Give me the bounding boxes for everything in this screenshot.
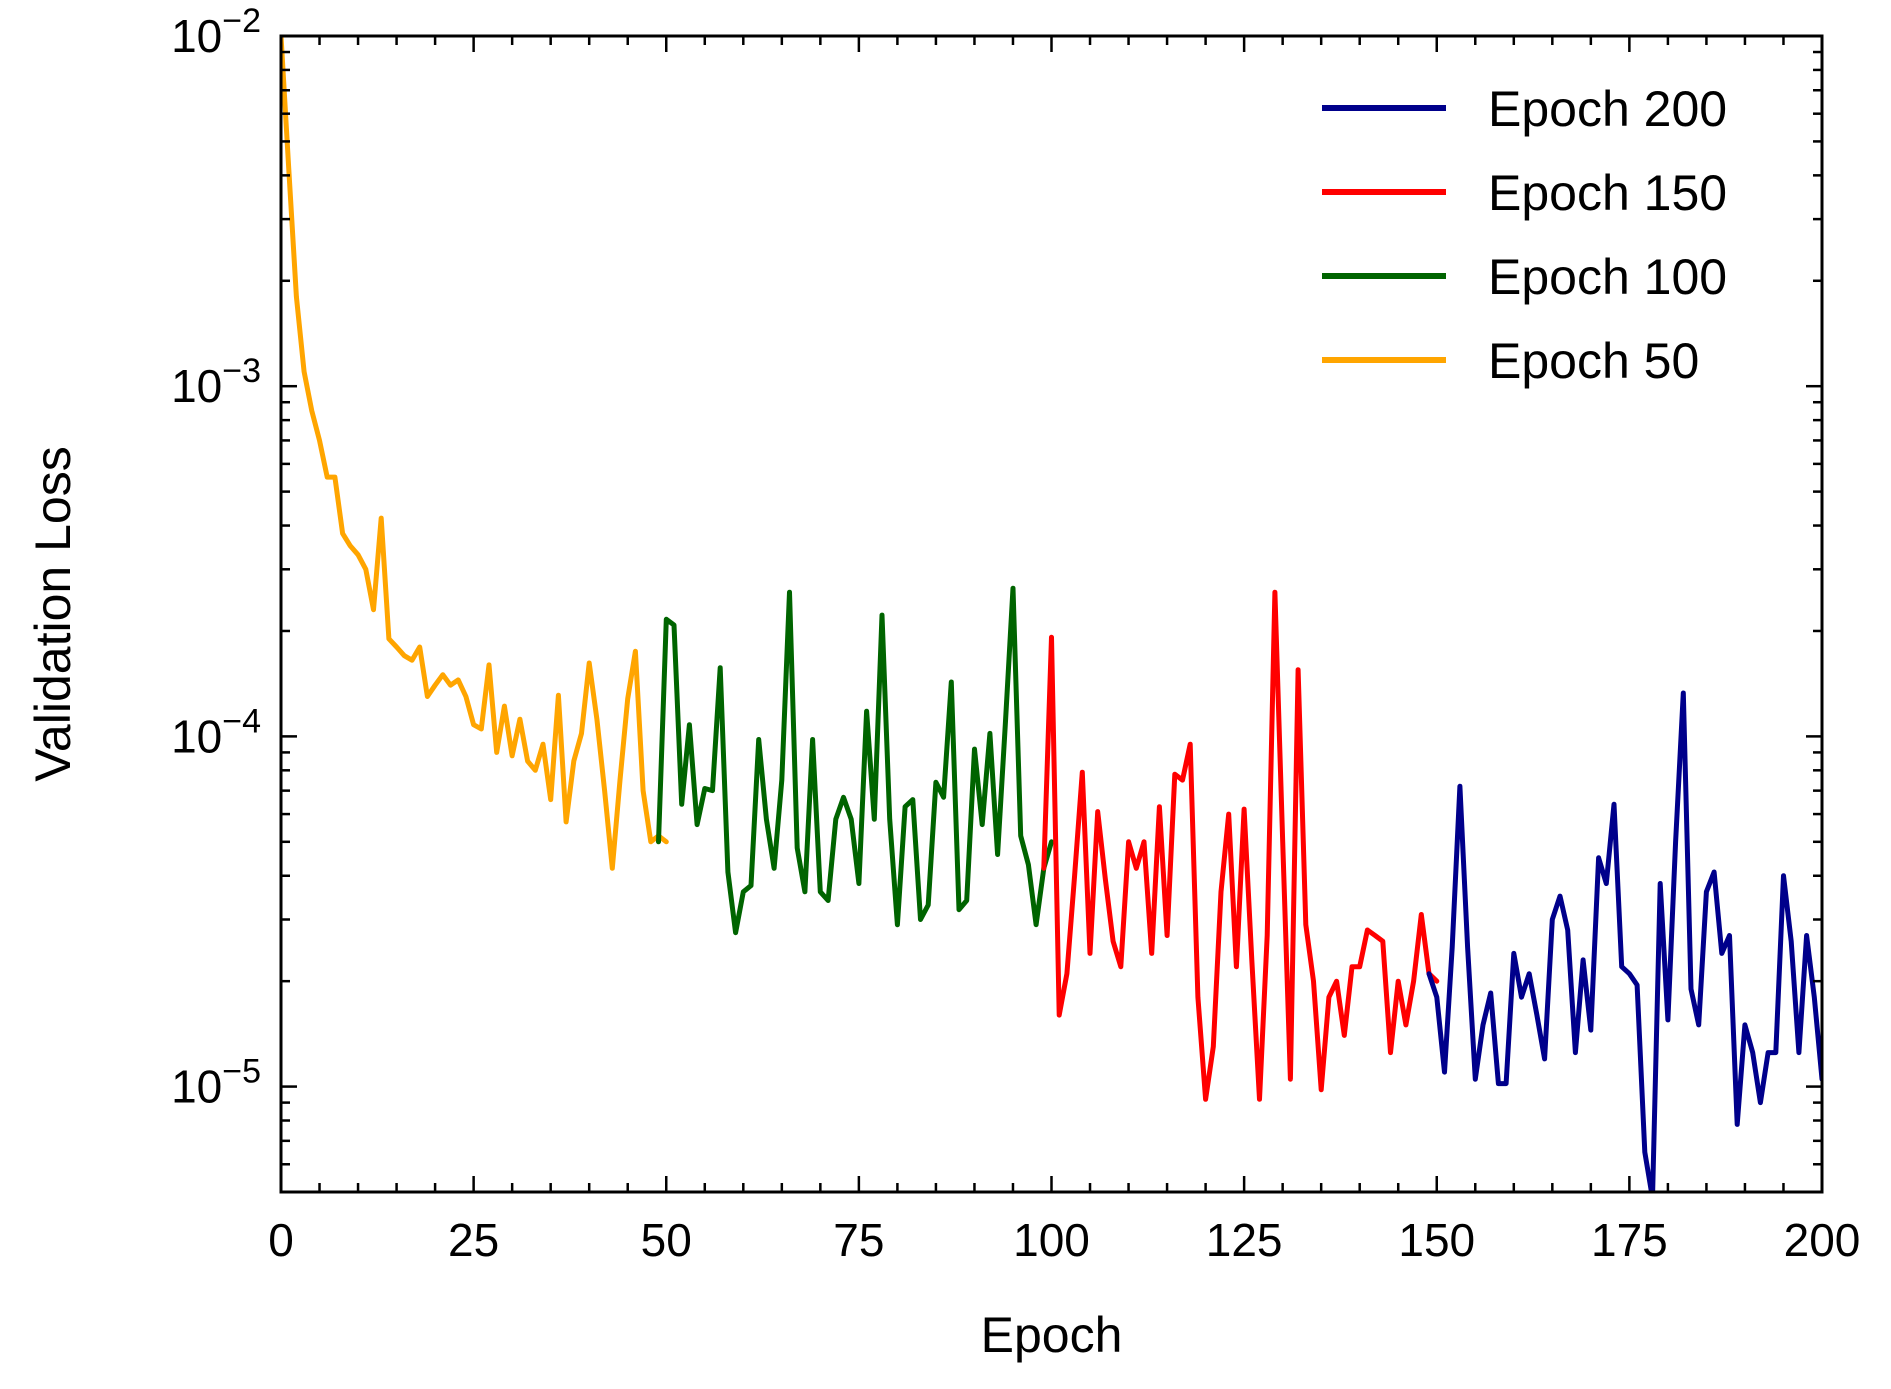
y-tick-labels: 10−2 10−3 10−4 10−5	[171, 2, 261, 1113]
x-tick-labels: 0 25 50 75 100 125 150 175 200	[268, 1214, 1860, 1266]
x-tick-label: 50	[641, 1214, 692, 1266]
series-line-epoch-100	[656, 585, 1054, 936]
x-tick-label: 175	[1591, 1214, 1668, 1266]
y-tick-label: 10−5	[171, 1053, 261, 1113]
x-axis-title: Epoch	[981, 1307, 1123, 1363]
legend-label-epoch-50: Epoch 50	[1488, 333, 1699, 389]
x-tick-label: 200	[1784, 1214, 1861, 1266]
x-tick-label: 0	[268, 1214, 294, 1266]
plot-frame	[279, 34, 1824, 1194]
x-tick-label: 150	[1398, 1214, 1475, 1266]
series-line-epoch-50	[281, 36, 669, 871]
series-line-epoch-150	[1041, 589, 1440, 1102]
y-tick-label: 10−4	[171, 702, 261, 762]
x-tick-label: 25	[448, 1214, 499, 1266]
y-tick-label: 10−2	[171, 2, 261, 62]
legend-label-epoch-200: Epoch 200	[1488, 81, 1727, 137]
y-tick-label: 10−3	[171, 352, 261, 412]
series-line-epoch-200	[1426, 690, 1822, 1192]
legend: Epoch 200 Epoch 150 Epoch 100 Epoch 50	[1322, 81, 1727, 389]
x-tick-label: 100	[1013, 1214, 1090, 1266]
x-tick-label: 75	[833, 1214, 884, 1266]
series-layer	[281, 36, 1822, 1192]
x-tick-label: 125	[1206, 1214, 1283, 1266]
legend-label-epoch-150: Epoch 150	[1488, 165, 1727, 221]
legend-label-epoch-100: Epoch 100	[1488, 249, 1727, 305]
y-axis-title: Validation Loss	[25, 446, 81, 781]
